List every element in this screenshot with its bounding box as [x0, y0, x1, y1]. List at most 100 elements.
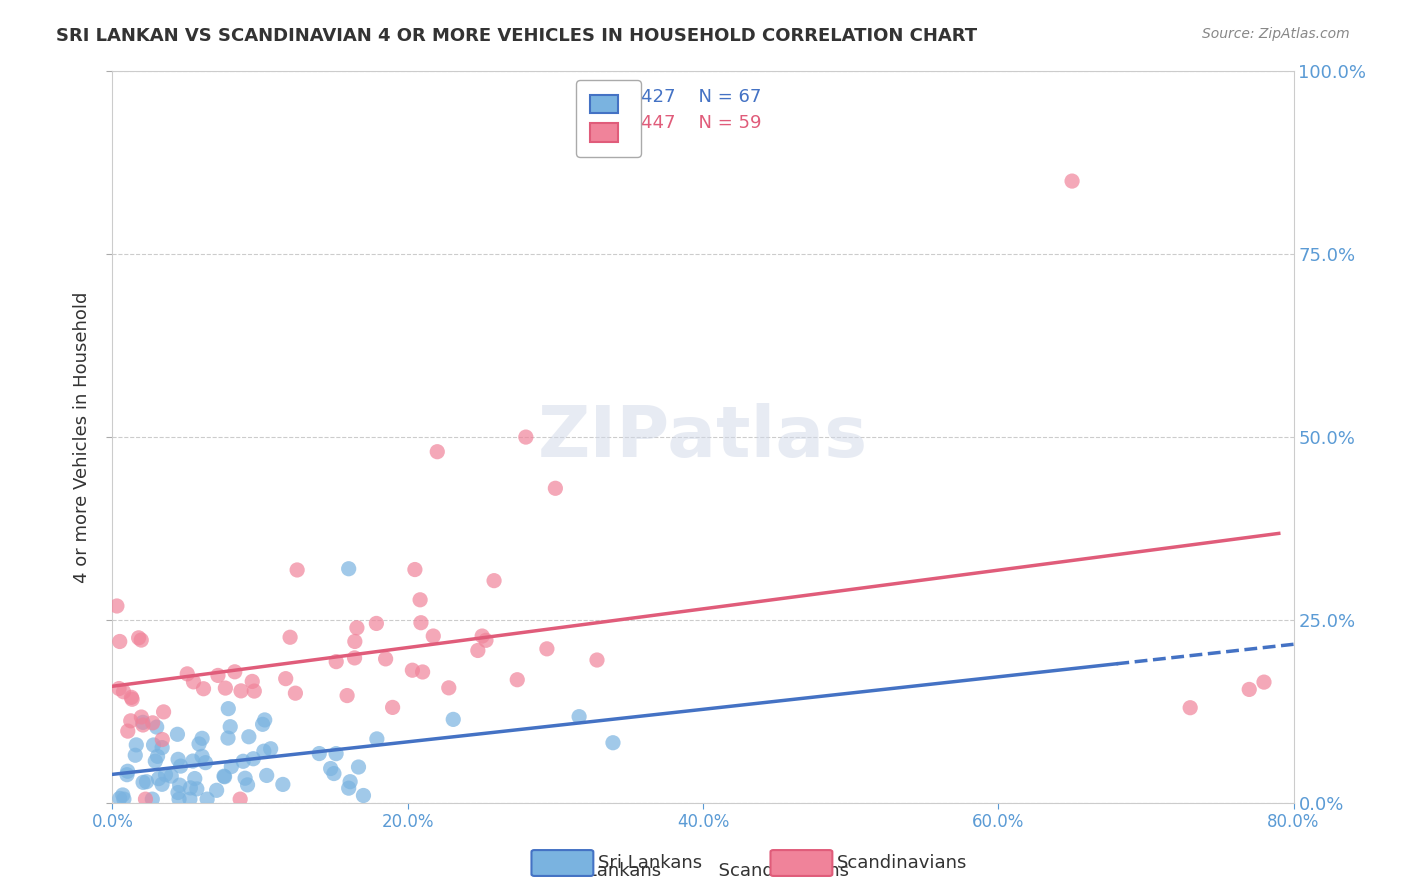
Point: [323, 766, 346, 780]
Point: [142, 738, 165, 752]
Point: [108, 791, 131, 805]
Point: [278, 630, 301, 644]
Point: [271, 777, 294, 791]
Point: [238, 730, 260, 744]
Point: [191, 731, 214, 746]
Point: [409, 592, 432, 607]
Point: [366, 731, 388, 746]
Point: [232, 754, 254, 768]
Point: [135, 774, 157, 789]
Point: [111, 788, 134, 802]
Point: [132, 718, 155, 732]
Point: [506, 673, 529, 687]
Point: [179, 792, 201, 806]
Point: [1178, 700, 1201, 714]
Point: [112, 792, 135, 806]
Text: ZIPatlas: ZIPatlas: [538, 402, 868, 472]
Point: [117, 724, 139, 739]
Point: [422, 629, 444, 643]
Point: [253, 713, 276, 727]
Point: [343, 651, 366, 665]
Point: [366, 616, 388, 631]
Point: [426, 444, 449, 458]
Point: [467, 643, 489, 657]
Point: [217, 731, 239, 745]
Point: [193, 681, 215, 696]
Point: [146, 749, 169, 764]
Point: [404, 562, 426, 576]
Point: [441, 712, 464, 726]
Point: [1062, 174, 1084, 188]
Point: [132, 775, 155, 789]
Point: [274, 672, 297, 686]
Point: [224, 665, 246, 679]
Point: [194, 756, 217, 770]
Text: R = 0.427    N = 67: R = 0.427 N = 67: [585, 88, 761, 106]
Point: [1239, 682, 1261, 697]
Point: [343, 634, 366, 648]
Point: [243, 684, 266, 698]
Point: [233, 771, 256, 785]
Point: [167, 752, 190, 766]
Point: [515, 430, 537, 444]
Point: [337, 781, 360, 796]
Point: [482, 574, 505, 588]
Point: [152, 705, 174, 719]
Point: [150, 777, 173, 791]
Point: [381, 700, 404, 714]
Point: [337, 562, 360, 576]
Point: [229, 684, 252, 698]
Point: [214, 681, 236, 695]
Point: [586, 653, 609, 667]
Point: [155, 767, 177, 781]
Text: Sri Lankans: Sri Lankans: [598, 854, 702, 871]
Point: [145, 720, 167, 734]
Point: [242, 752, 264, 766]
Point: [125, 738, 148, 752]
Point: [186, 781, 208, 796]
Point: [148, 772, 170, 786]
Point: [236, 778, 259, 792]
Point: [401, 663, 423, 677]
Point: [325, 655, 347, 669]
Point: [325, 747, 347, 761]
Text: SRI LANKAN VS SCANDINAVIAN 4 OR MORE VEHICLES IN HOUSEHOLD CORRELATION CHART: SRI LANKAN VS SCANDINAVIAN 4 OR MORE VEH…: [56, 27, 977, 45]
Point: [128, 631, 150, 645]
Point: [141, 792, 163, 806]
Point: [129, 633, 152, 648]
Point: [409, 615, 432, 630]
Point: [339, 774, 361, 789]
Point: [169, 759, 191, 773]
Point: [150, 740, 173, 755]
Point: [214, 770, 236, 784]
Point: [229, 792, 252, 806]
Point: [184, 772, 207, 786]
Point: [336, 689, 359, 703]
Point: [160, 769, 183, 783]
Point: [120, 714, 142, 728]
Text: Sri Lankans          Scandinavians: Sri Lankans Scandinavians: [557, 862, 849, 880]
Point: [105, 599, 128, 613]
Point: [219, 720, 242, 734]
Point: [169, 778, 191, 792]
Point: [1253, 675, 1275, 690]
Y-axis label: 4 or more Vehicles in Household: 4 or more Vehicles in Household: [73, 292, 91, 582]
Point: [108, 634, 131, 648]
Point: [412, 665, 434, 679]
Point: [374, 652, 396, 666]
Point: [131, 710, 153, 724]
Point: [285, 563, 308, 577]
Point: [352, 789, 374, 803]
Point: [176, 666, 198, 681]
Point: [284, 686, 307, 700]
Point: [195, 792, 218, 806]
Point: [253, 744, 276, 758]
Point: [132, 715, 155, 730]
Point: [256, 768, 278, 782]
Point: [115, 767, 138, 781]
Point: [121, 692, 143, 706]
Point: [112, 685, 135, 699]
Legend: , : ,: [576, 80, 641, 157]
Point: [143, 754, 166, 768]
Point: [166, 727, 188, 741]
